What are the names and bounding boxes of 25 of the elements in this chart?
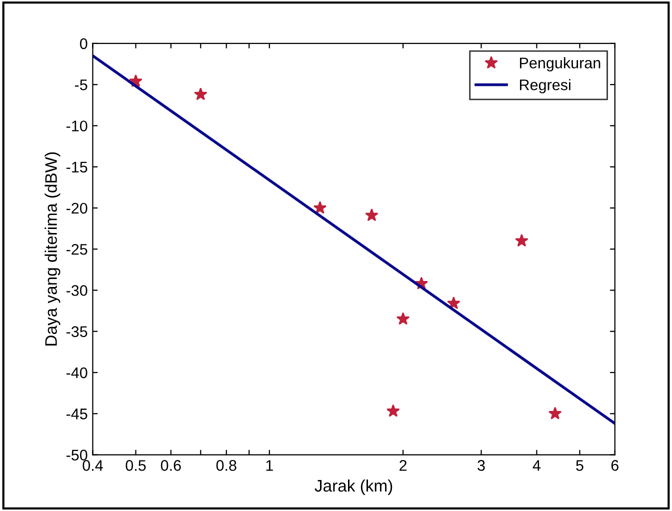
legend-label: Pengukuran bbox=[520, 57, 600, 72]
y-tick-label: -5 bbox=[74, 80, 88, 90]
x-tick-label: 2 bbox=[400, 460, 407, 471]
x-tick-label: 3 bbox=[478, 460, 485, 471]
x-tick-label: 0.6 bbox=[160, 460, 181, 471]
y-tick-label: -30 bbox=[66, 285, 88, 296]
x-axis-title: Jarak (km) bbox=[314, 479, 392, 495]
y-tick-label: -20 bbox=[66, 202, 88, 214]
y-tick-label: -45 bbox=[66, 408, 88, 420]
y-tick-label: -10 bbox=[66, 120, 88, 132]
y-tick-label: 0 bbox=[80, 38, 88, 50]
x-tick-label: 0.4 bbox=[82, 460, 103, 471]
x-tick-label: 1 bbox=[266, 460, 273, 471]
x-tick-label: 0.8 bbox=[216, 460, 236, 471]
x-tick-label: 0.5 bbox=[126, 460, 146, 471]
x-tick-label: 6 bbox=[611, 460, 618, 471]
legend-label: Regresi bbox=[520, 79, 570, 94]
x-tick-label: 4 bbox=[532, 460, 541, 471]
y-axis-title: Daya yang diterima (dBW) bbox=[44, 152, 60, 346]
y-tick-label: -25 bbox=[66, 244, 88, 255]
y-tick-label: -35 bbox=[66, 326, 88, 338]
y-tick-label: -40 bbox=[66, 367, 88, 378]
x-tick-label: 5 bbox=[576, 460, 584, 471]
y-tick-label: -15 bbox=[66, 162, 88, 173]
y-tick-label: -50 bbox=[66, 450, 88, 460]
